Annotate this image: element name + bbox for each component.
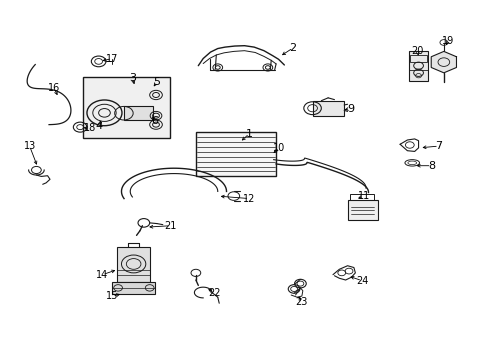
Bar [112,282,155,294]
Bar [347,201,377,220]
Text: 14: 14 [96,270,108,280]
Text: 16: 16 [48,83,60,93]
Text: 21: 21 [164,221,177,231]
Bar [196,132,276,176]
Text: 3: 3 [129,73,136,83]
Bar [117,247,150,282]
Text: 2: 2 [289,43,296,53]
Bar [312,101,344,116]
Bar [408,51,427,81]
Text: 24: 24 [355,276,367,286]
Text: 8: 8 [427,161,434,171]
Text: 11: 11 [357,191,369,201]
Text: 5: 5 [153,77,160,87]
Bar [123,107,153,120]
Polygon shape [430,51,456,73]
Bar [350,194,373,201]
Bar [83,77,169,138]
Text: 6: 6 [151,116,158,126]
Text: 7: 7 [434,141,442,151]
Text: 19: 19 [441,36,453,46]
Text: 15: 15 [106,291,118,301]
Text: 10: 10 [273,143,285,153]
Text: 9: 9 [346,104,353,113]
Text: 12: 12 [243,194,255,203]
Text: 4: 4 [95,121,102,131]
Text: 18: 18 [83,123,96,133]
Text: 22: 22 [208,288,220,297]
Text: 20: 20 [410,46,423,56]
Text: 23: 23 [295,297,307,307]
Text: 17: 17 [106,54,118,64]
Bar [409,55,426,62]
Text: 13: 13 [23,141,36,151]
Text: 1: 1 [245,129,252,139]
